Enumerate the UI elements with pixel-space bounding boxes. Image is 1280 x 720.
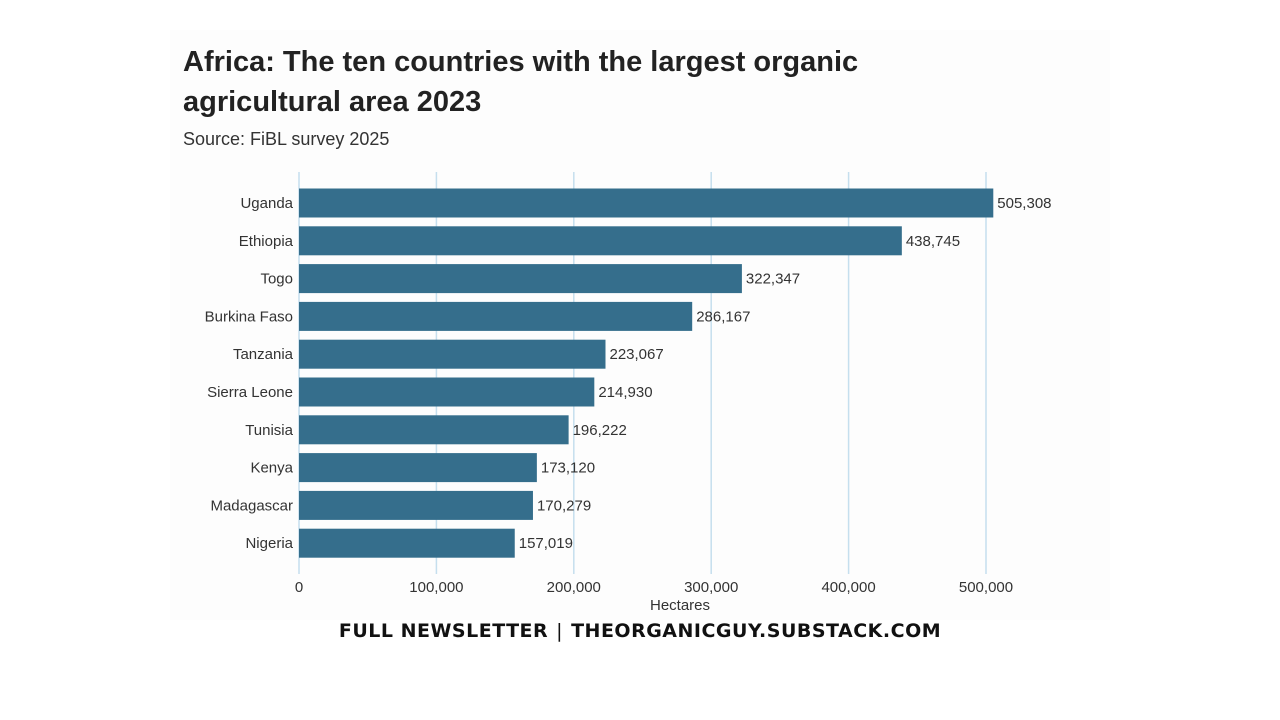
x-tick-label: 100,000 bbox=[409, 579, 463, 596]
x-tick-label: 300,000 bbox=[684, 579, 738, 596]
newsletter-footer: FULL NEWSLETTER | THEORGANICGUY.SUBSTACK.C… bbox=[0, 617, 1280, 645]
bar bbox=[299, 339, 606, 369]
bar bbox=[299, 301, 693, 331]
category-label: Tanzania bbox=[233, 346, 294, 363]
chart-title: Africa: The ten countries with the large… bbox=[183, 46, 859, 118]
chart-subtitle: Source: FiBL survey 2025 bbox=[183, 129, 390, 149]
value-label: 196,222 bbox=[573, 422, 627, 439]
x-axis-title: Hectares bbox=[650, 597, 710, 614]
value-label: 438,745 bbox=[906, 233, 960, 250]
category-label: Madagascar bbox=[210, 497, 293, 514]
value-label: 157,019 bbox=[519, 535, 573, 552]
bar bbox=[299, 453, 537, 483]
bar bbox=[299, 264, 742, 294]
value-label: 173,120 bbox=[541, 460, 595, 477]
x-tick-label: 200,000 bbox=[547, 579, 601, 596]
footer-link[interactable]: THEORGANICGUY.SUBSTACK.COM bbox=[571, 620, 942, 642]
value-label: 214,930 bbox=[598, 384, 652, 401]
bar bbox=[299, 377, 595, 407]
x-tick-label: 0 bbox=[295, 579, 303, 596]
bar bbox=[299, 415, 569, 445]
category-label: Togo bbox=[260, 271, 293, 288]
category-label: Sierra Leone bbox=[207, 384, 293, 401]
value-label: 286,167 bbox=[696, 308, 750, 325]
value-label: 322,347 bbox=[746, 271, 800, 288]
category-label: Ethiopia bbox=[239, 233, 294, 250]
bar bbox=[299, 188, 994, 218]
category-label: Tunisia bbox=[245, 422, 293, 439]
x-tick-label: 400,000 bbox=[821, 579, 875, 596]
category-label: Nigeria bbox=[245, 535, 293, 552]
bar bbox=[299, 528, 515, 558]
footer-label: FULL NEWSLETTER bbox=[338, 620, 549, 642]
value-label: 223,067 bbox=[609, 346, 663, 363]
footer-separator: | bbox=[556, 620, 564, 642]
bar bbox=[299, 226, 902, 256]
category-label: Burkina Faso bbox=[205, 308, 293, 325]
category-label: Uganda bbox=[240, 195, 293, 212]
category-label: Kenya bbox=[250, 460, 293, 477]
value-label: 505,308 bbox=[997, 195, 1051, 212]
x-tick-label: 500,000 bbox=[959, 579, 1013, 596]
value-label: 170,279 bbox=[537, 497, 591, 514]
bar bbox=[299, 490, 533, 520]
